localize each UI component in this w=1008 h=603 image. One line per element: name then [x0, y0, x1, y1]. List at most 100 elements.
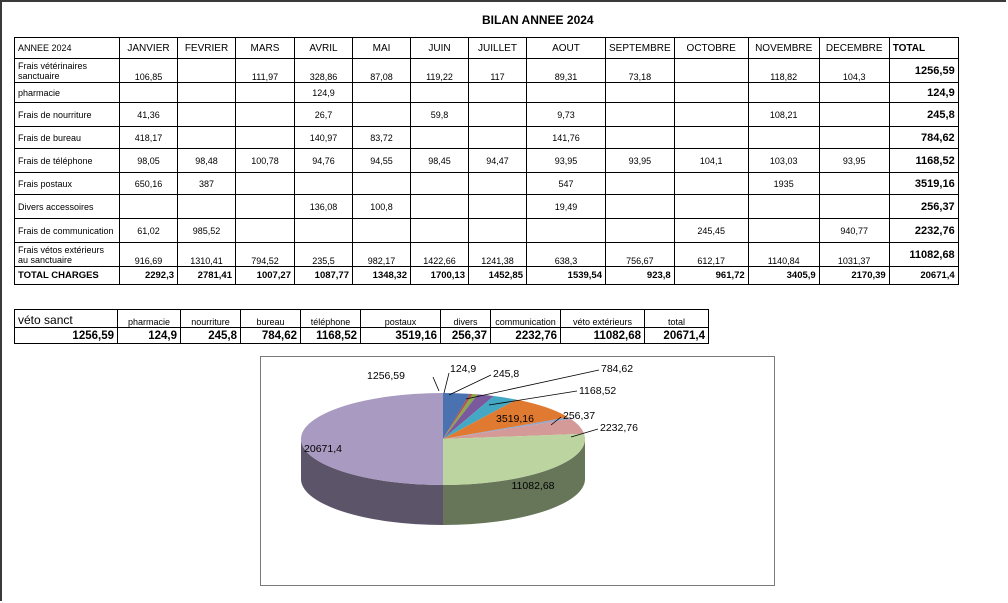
row-label: pharmacie — [14, 82, 120, 103]
column-header: MARS — [235, 37, 295, 59]
table-cell: 982,17 — [352, 242, 411, 267]
table-cell — [818, 102, 890, 127]
pie-data-label: 784,62 — [601, 363, 633, 375]
table-cell: 41,36 — [119, 102, 178, 127]
column-header: ANNEE 2024 — [14, 37, 120, 59]
column-header: JUIN — [410, 37, 469, 59]
column-header: AOUT — [526, 37, 606, 59]
page-title: BILAN ANNEE 2024 — [482, 13, 594, 27]
table-cell: 108,21 — [747, 102, 820, 127]
pie-chart: 1256,59 124,9 245,8 784,62 1168,52 3519,16 256… — [301, 363, 638, 525]
table-cell — [294, 218, 353, 243]
summary-value: 256,37 — [440, 327, 491, 344]
total-cell: 1007,27 — [235, 266, 295, 285]
table-cell: 93,95 — [605, 148, 675, 173]
table-cell: 118,82 — [747, 58, 820, 83]
table-cell — [177, 194, 236, 219]
row-total: 245,8 — [888, 102, 959, 127]
table-cell: 1422,66 — [410, 242, 469, 267]
pie-slice — [443, 396, 517, 439]
table-cell: 87,08 — [352, 58, 411, 83]
summary-header-row: véto sanct pharmacie nourriture bureau télép… — [14, 309, 709, 328]
table-cell — [818, 172, 890, 195]
table-cell: 100,8 — [352, 194, 411, 219]
pie-slice — [443, 394, 494, 439]
table-cell — [119, 194, 178, 219]
total-cell: 923,8 — [605, 266, 675, 285]
table-cell: 1310,41 — [177, 242, 236, 267]
summary-header: téléphone — [300, 309, 361, 328]
table-cell: 94,55 — [352, 148, 411, 173]
table-cell — [605, 126, 675, 149]
pie-leader-line — [448, 374, 492, 396]
table-cell — [235, 102, 295, 127]
pie-slice — [301, 393, 443, 485]
column-header: NOVEMBRE — [747, 37, 820, 59]
total-cell: 1700,13 — [410, 266, 469, 285]
row-label: Frais vétérinaires sanctuaire — [14, 58, 120, 83]
table-cell: 235,5 — [294, 242, 353, 267]
table-cell: 73,18 — [605, 58, 675, 83]
table-cell — [235, 172, 295, 195]
table-cell — [605, 194, 675, 219]
table-cell — [747, 194, 820, 219]
table-cell: 111,97 — [235, 58, 295, 83]
pie-leader-line — [488, 390, 578, 406]
table-cell — [747, 82, 820, 103]
table-row: Frais postaux 650,16 387 547 1935 3519,16 — [14, 172, 959, 195]
table-cell: 985,52 — [177, 218, 236, 243]
table-cell — [468, 102, 527, 127]
table-cell — [468, 194, 527, 219]
table-cell — [352, 102, 411, 127]
row-total: 2232,76 — [888, 218, 959, 243]
row-total: 1168,52 — [888, 148, 959, 173]
table-cell: 136,08 — [294, 194, 353, 219]
row-total: 1256,59 — [888, 58, 959, 83]
table-cell: 140,97 — [294, 126, 353, 149]
table-cell — [177, 126, 236, 149]
summary-header: véto extérieurs — [560, 309, 645, 328]
header-row: ANNEE 2024 JANVIER FEVRIER MARS AVRIL MAI JUIN… — [14, 37, 959, 59]
table-cell: 650,16 — [119, 172, 178, 195]
table-row: Frais de bureau 418,17 140,97 83,72 141,76 78… — [14, 126, 959, 149]
summary-table: véto sanct pharmacie nourriture bureau télép… — [14, 309, 709, 344]
table-row: Frais vétérinaires sanctuaire 106,85 111,9… — [14, 58, 959, 83]
pie-data-label: 1168,52 — [579, 385, 616, 397]
table-cell: 104,3 — [818, 58, 890, 83]
row-label: Frais de téléphone — [14, 148, 120, 173]
totals-label: TOTAL CHARGES — [14, 266, 120, 285]
table-cell: 94,47 — [468, 148, 527, 173]
row-label: Frais de communication — [14, 218, 120, 243]
summary-value: 2232,76 — [490, 327, 561, 344]
summary-header: véto sanct — [14, 309, 118, 328]
table-row: pharmacie 124,9 124,9 — [14, 82, 959, 103]
pie-slice — [443, 393, 470, 439]
table-cell — [235, 194, 295, 219]
table-cell: 106,85 — [119, 58, 178, 83]
table-cell: 124,9 — [294, 82, 353, 103]
table-cell: 89,31 — [526, 58, 606, 83]
summary-value: 124,9 — [117, 327, 181, 344]
table-cell: 794,52 — [235, 242, 295, 267]
row-total: 784,62 — [888, 126, 959, 149]
summary-value: 1168,52 — [300, 327, 361, 344]
pie-data-label: 245,8 — [493, 368, 519, 380]
summary-value: 784,62 — [240, 327, 301, 344]
table-cell — [177, 82, 236, 103]
pie-slice — [443, 394, 478, 439]
summary-header: divers — [440, 309, 491, 328]
pie-slice-side — [443, 439, 585, 525]
pie-leader-line — [550, 416, 562, 426]
row-total: 124,9 — [888, 82, 959, 103]
column-header: DECEMBRE — [818, 37, 890, 59]
table-cell — [747, 126, 820, 149]
table-cell — [818, 126, 890, 149]
table-cell: 547 — [526, 172, 606, 195]
table-cell — [235, 82, 295, 103]
pie-data-label: 20671,4 — [304, 443, 342, 455]
pie-data-label: 256,37 — [563, 410, 595, 422]
table-cell — [352, 218, 411, 243]
table-cell — [410, 82, 469, 103]
table-cell: 756,67 — [605, 242, 675, 267]
